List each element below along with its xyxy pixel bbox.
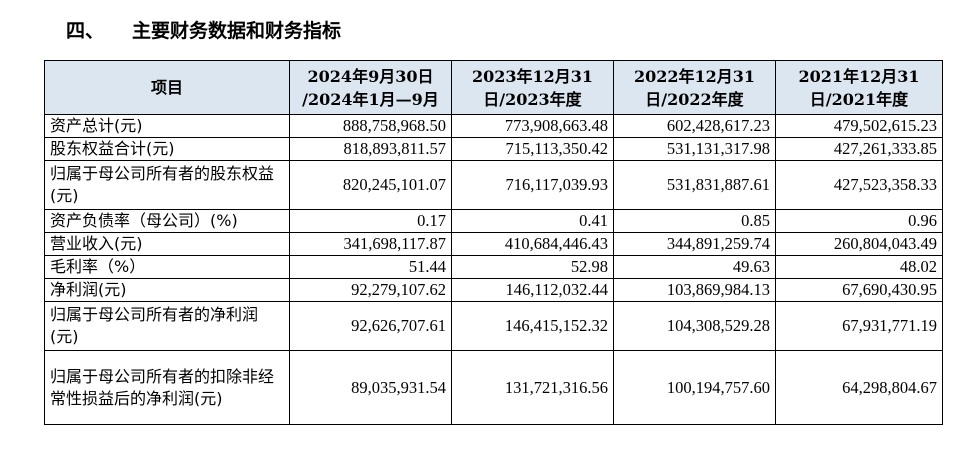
- cell-2024: 51.44: [289, 255, 452, 279]
- cell-2023: 131,721,316.56: [451, 350, 614, 425]
- cell-2023: 715,113,350.42: [451, 137, 614, 161]
- header-2023-line2: 日/2023年度: [483, 89, 582, 109]
- header-item-label: 项目: [150, 78, 183, 97]
- cell-2023: 716,117,039.93: [451, 160, 614, 210]
- table-row: 资产负债率（母公司）(%) 0.17 0.41 0.85 0.96: [44, 209, 943, 233]
- cell-2022: 49.63: [613, 255, 776, 279]
- header-2023-line1: 2023年12月31: [471, 66, 594, 86]
- financial-data-table: 项目 2024年9月30日/2024年1月—9月 2023年12月31 日/202…: [44, 60, 943, 425]
- header-2022: 2022年12月31 日/2022年度: [613, 60, 776, 115]
- table-header-row: 项目 2024年9月30日/2024年1月—9月 2023年12月31 日/202…: [44, 60, 943, 115]
- cell-2021: 48.02: [775, 255, 943, 279]
- cell-2021: 260,804,043.49: [775, 232, 943, 256]
- cell-2022: 344,891,259.74: [613, 232, 776, 256]
- table-row: 归属于母公司所有者的扣除非经常性损益后的净利润(元) 89,035,931.54…: [44, 350, 943, 425]
- cell-2024: 92,626,707.61: [289, 301, 452, 351]
- cell-2021: 67,931,771.19: [775, 301, 943, 351]
- row-label: 营业收入(元): [44, 232, 290, 256]
- cell-2024: 0.17: [289, 209, 452, 233]
- cell-2023: 0.41: [451, 209, 614, 233]
- cell-2024: 92,279,107.62: [289, 278, 452, 302]
- cell-2021: 427,523,358.33: [775, 160, 943, 210]
- cell-2021: 67,690,430.95: [775, 278, 943, 302]
- row-label: 资产负债率（母公司）(%): [44, 209, 290, 233]
- section-number: 四、: [66, 19, 105, 42]
- section-title: 主要财务数据和财务指标: [132, 19, 342, 42]
- cell-2023: 52.98: [451, 255, 614, 279]
- cell-2022: 104,308,529.28: [613, 301, 776, 351]
- header-2023: 2023年12月31 日/2023年度: [451, 60, 614, 115]
- row-label: 归属于母公司所有者的扣除非经常性损益后的净利润(元): [44, 350, 290, 425]
- row-label: 归属于母公司所有者的净利润(元): [44, 301, 290, 351]
- table-row: 资产总计(元) 888,758,968.50 773,908,663.48 60…: [44, 114, 943, 138]
- cell-2021: 0.96: [775, 209, 943, 233]
- table-row: 净利润(元) 92,279,107.62 146,112,032.44 103,…: [44, 278, 943, 302]
- header-2024-line1: 2024年9月30日: [307, 66, 434, 86]
- cell-2022: 531,131,317.98: [613, 137, 776, 161]
- table-row: 股东权益合计(元) 818,893,811.57 715,113,350.42 …: [44, 137, 943, 161]
- row-label: 归属于母公司所有者的股东权益(元): [44, 160, 290, 210]
- table-row: 营业收入(元) 341,698,117.87 410,684,446.43 34…: [44, 232, 943, 256]
- cell-2024: 888,758,968.50: [289, 114, 452, 138]
- cell-2023: 146,112,032.44: [451, 278, 614, 302]
- cell-2023: 146,415,152.32: [451, 301, 614, 351]
- cell-2024: 818,893,811.57: [289, 137, 452, 161]
- cell-2021: 479,502,615.23: [775, 114, 943, 138]
- table-row: 归属于母公司所有者的股东权益(元) 820,245,101.07 716,117…: [44, 160, 943, 210]
- row-label: 净利润(元): [44, 278, 290, 302]
- cell-2022: 602,428,617.23: [613, 114, 776, 138]
- cell-2023: 773,908,663.48: [451, 114, 614, 138]
- cell-2022: 0.85: [613, 209, 776, 233]
- header-2022-line1: 2022年12月31: [633, 66, 756, 86]
- cell-2022: 531,831,887.61: [613, 160, 776, 210]
- cell-2024: 89,035,931.54: [289, 350, 452, 425]
- cell-2022: 100,194,757.60: [613, 350, 776, 425]
- header-2021: 2021年12月31 日/2021年度: [775, 60, 943, 115]
- header-2022-line2: 日/2022年度: [645, 89, 744, 109]
- row-label: 资产总计(元): [44, 114, 290, 138]
- row-label: 股东权益合计(元): [44, 137, 290, 161]
- header-2024: 2024年9月30日/2024年1月—9月: [289, 60, 452, 115]
- section-heading: 四、 主要财务数据和财务指标: [66, 14, 341, 44]
- table-row: 归属于母公司所有者的净利润(元) 92,626,707.61 146,415,1…: [44, 301, 943, 351]
- header-2024-line2: /2024年1月—9月: [302, 89, 439, 109]
- cell-2024: 820,245,101.07: [289, 160, 452, 210]
- cell-2024: 341,698,117.87: [289, 232, 452, 256]
- header-2021-line1: 2021年12月31: [798, 66, 920, 86]
- cell-2023: 410,684,446.43: [451, 232, 614, 256]
- cell-2022: 103,869,984.13: [613, 278, 776, 302]
- table-row: 毛利率（%） 51.44 52.98 49.63 48.02: [44, 255, 943, 279]
- cell-2021: 64,298,804.67: [775, 350, 943, 425]
- cell-2021: 427,261,333.85: [775, 137, 943, 161]
- row-label: 毛利率（%）: [44, 255, 290, 279]
- header-2021-line2: 日/2021年度: [809, 89, 909, 109]
- header-item: 项目: [44, 60, 290, 115]
